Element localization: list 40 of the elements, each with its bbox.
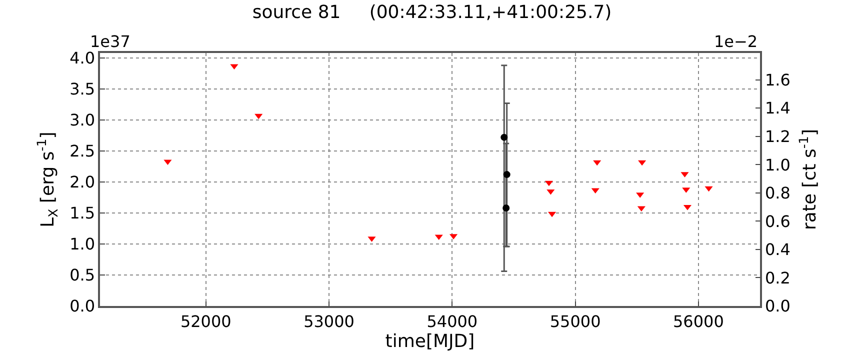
y2-tick-label: 1.0 xyxy=(764,155,790,174)
y2-tick-label: 1.6 xyxy=(764,70,790,90)
y-tick-label: 2.5 xyxy=(70,142,96,161)
text: 1e−2 xyxy=(714,32,758,51)
y-tick-label: 3.0 xyxy=(70,110,96,130)
point xyxy=(591,188,600,194)
y2-tick-label: 0.0 xyxy=(764,296,790,316)
point xyxy=(593,160,602,166)
y2-tick-label: 0.4 xyxy=(764,240,790,260)
point xyxy=(637,206,646,212)
y2-tick-label: 0.8 xyxy=(764,184,790,203)
y2-tick-label: 1.4 xyxy=(764,98,790,118)
y2-tick-label: 0.6 xyxy=(764,212,790,231)
point xyxy=(434,234,443,240)
y-tick-label: 4.0 xyxy=(70,48,96,68)
x-tick-label: 56000 xyxy=(672,312,724,331)
y2-tick-label: 0.2 xyxy=(764,268,790,288)
x-tick-label: 52000 xyxy=(180,312,232,331)
x-axis-title: time[MJD] xyxy=(385,330,475,352)
y-tick-label: 3.5 xyxy=(70,80,96,99)
point xyxy=(500,134,508,141)
point xyxy=(704,186,713,192)
point xyxy=(503,171,510,178)
point xyxy=(638,160,646,166)
point xyxy=(254,114,263,120)
point xyxy=(502,204,510,212)
text: 1e37 xyxy=(90,32,130,51)
x-tick-label: 53000 xyxy=(304,312,354,331)
x-tick-label: 55000 xyxy=(550,312,601,331)
y-tick-label: 0.5 xyxy=(70,266,96,285)
chart-title: source 81 (00:42:33.11,+41:00:25.7) xyxy=(252,2,612,23)
y-tick-label: 2.0 xyxy=(70,172,96,192)
point xyxy=(544,180,553,186)
x-tick-label: 54000 xyxy=(426,312,478,331)
point xyxy=(164,160,172,166)
y2-tick-label: 1.2 xyxy=(764,126,790,146)
y-tick-label: 1.5 xyxy=(70,204,96,223)
y-tick-label: 1.0 xyxy=(70,234,96,254)
point xyxy=(230,64,238,70)
y-tick-label: 0.0 xyxy=(70,296,96,316)
